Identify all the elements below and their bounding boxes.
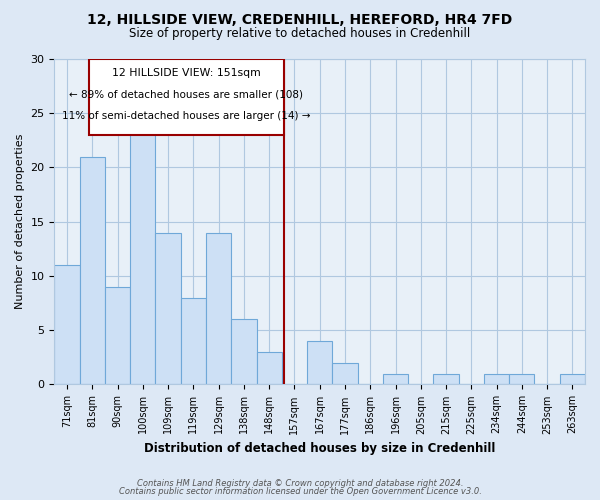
Text: Contains public sector information licensed under the Open Government Licence v3: Contains public sector information licen…: [119, 487, 481, 496]
Bar: [560, 374, 585, 384]
FancyBboxPatch shape: [89, 59, 284, 135]
X-axis label: Distribution of detached houses by size in Credenhill: Distribution of detached houses by size …: [144, 442, 496, 455]
Bar: [80, 156, 105, 384]
Bar: [130, 113, 155, 384]
Bar: [307, 341, 332, 384]
Bar: [332, 362, 358, 384]
Bar: [55, 265, 80, 384]
Text: Size of property relative to detached houses in Credenhill: Size of property relative to detached ho…: [130, 28, 470, 40]
Bar: [155, 232, 181, 384]
Bar: [206, 232, 231, 384]
Bar: [433, 374, 458, 384]
Bar: [509, 374, 535, 384]
Bar: [383, 374, 408, 384]
Text: 11% of semi-detached houses are larger (14) →: 11% of semi-detached houses are larger (…: [62, 111, 311, 121]
Text: Contains HM Land Registry data © Crown copyright and database right 2024.: Contains HM Land Registry data © Crown c…: [137, 478, 463, 488]
Y-axis label: Number of detached properties: Number of detached properties: [15, 134, 25, 310]
Bar: [231, 320, 257, 384]
Bar: [257, 352, 282, 384]
Bar: [105, 287, 130, 384]
Bar: [484, 374, 509, 384]
Text: 12, HILLSIDE VIEW, CREDENHILL, HEREFORD, HR4 7FD: 12, HILLSIDE VIEW, CREDENHILL, HEREFORD,…: [88, 12, 512, 26]
Bar: [181, 298, 206, 384]
Text: 12 HILLSIDE VIEW: 151sqm: 12 HILLSIDE VIEW: 151sqm: [112, 68, 261, 78]
Text: ← 89% of detached houses are smaller (108): ← 89% of detached houses are smaller (10…: [70, 90, 304, 100]
